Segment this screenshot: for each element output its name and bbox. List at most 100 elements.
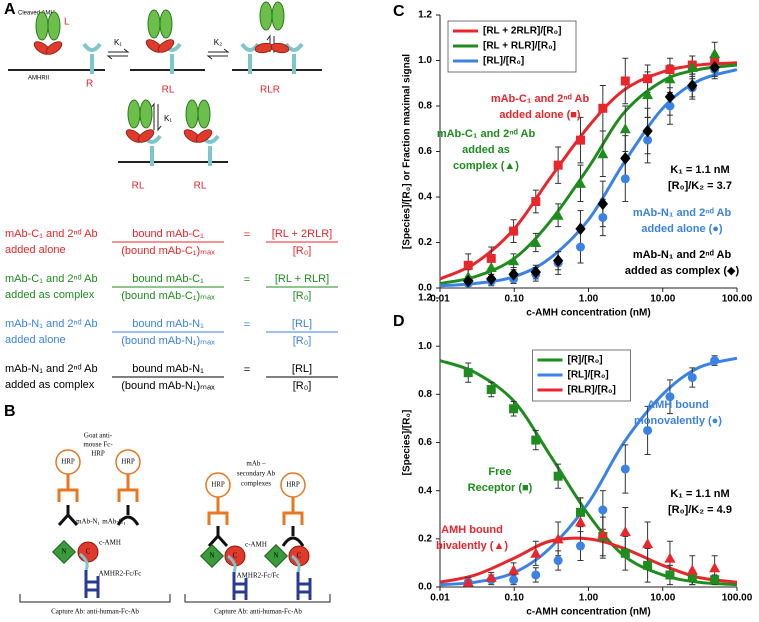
receptor-fc [84,570,100,598]
condition: added alone [5,334,66,346]
label: mAb – [246,460,266,468]
marker [665,101,675,111]
label: c-AMH [99,539,121,547]
marker [531,435,541,445]
label: N [61,548,66,556]
receptor-fc [296,572,312,600]
marker [553,471,563,481]
n-domain [199,543,225,569]
annotation: AMH bound [441,524,503,536]
panel-label: A [4,1,16,18]
marker [508,268,519,281]
marker [509,575,519,585]
secondary-antibody [57,474,79,502]
marker [552,533,564,544]
marker [575,135,585,145]
marker [619,526,631,537]
marker [620,174,630,184]
label: C [86,548,91,556]
y-tick-label: 1.2 [418,293,432,304]
fit-line [439,359,738,587]
x-tick-label: 0.01 [430,593,450,604]
marker [710,356,720,366]
amh-prodomain [159,9,173,39]
condition: added as complex [5,289,95,301]
x-tick-label: 100.00 [722,593,753,604]
marker [687,79,698,92]
marker [509,226,519,236]
state-label: RL [194,181,207,192]
amh-mature [45,41,63,55]
y-tick-label: 1.2 [418,10,432,21]
condition: added as complex [5,379,95,391]
condition: mAb-N₁ and 2ⁿᵈ Ab [5,318,98,330]
denominator: (bound mAb-C₁)ₘₐₓ [121,245,215,257]
marker [463,274,474,288]
marker [530,265,541,279]
marker [642,124,653,138]
arrow [108,48,130,53]
amh-prodomain [259,1,273,31]
marker [709,48,721,59]
marker [485,571,497,582]
label: Goat anti- [84,432,113,440]
marker [664,90,676,104]
marker [575,541,585,551]
label: complexes [241,480,271,488]
marker [486,272,497,286]
state-label: RL [132,181,145,192]
amh-mature [270,42,290,54]
arrow [106,55,128,60]
marker [687,372,697,382]
marker [598,212,608,222]
amh-mature [137,129,155,143]
equals: = [244,319,250,331]
arrow [157,104,162,132]
annotation: monovalently (●) [634,415,722,427]
marker [687,572,697,582]
marker [552,209,564,220]
label: c-AMH [245,541,267,549]
y-tick-label: 0.4 [418,192,432,203]
n-domain [263,543,289,569]
label: HRP [286,481,300,489]
condition: mAb-C₁ and 2ⁿᵈ Ab [5,273,98,285]
marker [531,197,541,207]
y-tick-label: 0.0 [418,582,432,593]
label: secondary Ab [237,470,276,478]
receptor-fc [232,572,248,600]
marker [643,74,653,84]
marker [463,368,473,378]
marker [598,103,608,113]
assay-right: HRP HRP mAb – secondary Ab complexes c-A… [211,460,302,616]
receptor-fc [227,554,237,573]
assay-left: HRP HRP Goat anti- mouse Fc- HRP mAb-N₁ … [51,432,141,616]
x-axis-title: c-AMH concentration (nM) [526,607,650,618]
label: HRP [211,481,225,489]
receptor-fc [79,552,89,571]
amh-prodomain [271,1,285,31]
legend-label: [RL + 2RLR]/[R₀] [483,26,562,37]
x-tick-label: 10.00 [650,294,675,305]
marker [508,255,520,266]
label: HRP [61,458,75,466]
marker [553,160,563,170]
label: AMHR2-Fc/Fc [237,572,280,580]
annotation: [R₀]/K₂ = 3.7 [668,180,732,192]
x-tick-label: 0.10 [505,593,525,604]
annotation: added alone (●) [641,223,723,235]
amh-prodomain [127,99,141,129]
marker [686,61,698,72]
marker [509,404,519,414]
annotation: mAb-N₁ and 2ⁿᵈ Ab [633,207,732,219]
annotation: complex (▲) [453,160,519,172]
annotation: K₁ = 1.1 nM [670,164,729,176]
state-label: RLR [260,85,280,96]
x-axis-title: c-AMH concentration (nM) [526,308,650,319]
marker [620,76,630,86]
annotation: [R₀]/K₂ = 4.9 [668,504,732,516]
marker [597,528,609,539]
panel-label: B [4,403,16,420]
marker [709,61,720,74]
species: [RL] [292,318,312,330]
